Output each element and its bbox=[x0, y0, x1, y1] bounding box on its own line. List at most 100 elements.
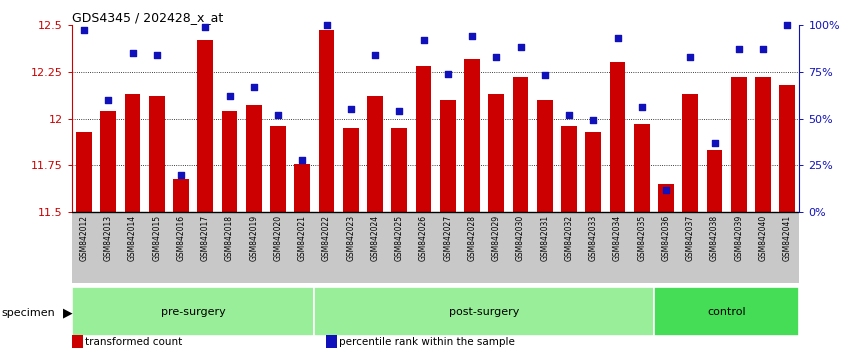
Bar bbox=[101, 111, 116, 212]
Point bbox=[417, 37, 431, 42]
Point bbox=[247, 84, 261, 90]
Point bbox=[295, 157, 309, 163]
Bar bbox=[755, 77, 771, 212]
Bar bbox=[76, 132, 92, 212]
Text: GSM842020: GSM842020 bbox=[273, 215, 283, 261]
Point bbox=[126, 50, 140, 56]
Bar bbox=[585, 132, 602, 212]
Bar bbox=[173, 179, 189, 212]
Bar bbox=[706, 150, 722, 212]
Text: pre-surgery: pre-surgery bbox=[161, 307, 226, 316]
Text: GSM842016: GSM842016 bbox=[177, 215, 185, 261]
Text: GSM842023: GSM842023 bbox=[346, 215, 355, 261]
Point bbox=[150, 52, 163, 58]
Text: GSM842030: GSM842030 bbox=[516, 215, 525, 261]
Point bbox=[222, 93, 236, 99]
Point bbox=[756, 46, 770, 52]
Text: GSM842032: GSM842032 bbox=[564, 215, 574, 261]
Point bbox=[77, 28, 91, 33]
Point bbox=[586, 118, 600, 123]
Point bbox=[368, 52, 382, 58]
Bar bbox=[683, 94, 698, 212]
Point bbox=[465, 33, 479, 39]
Text: GSM842012: GSM842012 bbox=[80, 215, 89, 261]
Bar bbox=[415, 66, 431, 212]
Text: GSM842026: GSM842026 bbox=[419, 215, 428, 261]
Point bbox=[102, 97, 115, 103]
Point bbox=[538, 73, 552, 78]
Text: GSM842034: GSM842034 bbox=[613, 215, 622, 261]
Point bbox=[272, 112, 285, 118]
Bar bbox=[654, 287, 799, 336]
Bar bbox=[246, 105, 261, 212]
Text: GSM842029: GSM842029 bbox=[492, 215, 501, 261]
Text: percentile rank within the sample: percentile rank within the sample bbox=[339, 337, 515, 347]
Bar bbox=[537, 100, 552, 212]
Point bbox=[393, 108, 406, 114]
Text: GSM842013: GSM842013 bbox=[104, 215, 113, 261]
Bar bbox=[464, 58, 480, 212]
Text: GSM842036: GSM842036 bbox=[662, 215, 671, 261]
Bar bbox=[294, 164, 310, 212]
Text: GSM842039: GSM842039 bbox=[734, 215, 744, 261]
Bar bbox=[72, 287, 315, 336]
Text: GSM842040: GSM842040 bbox=[759, 215, 767, 261]
Text: transformed count: transformed count bbox=[85, 337, 183, 347]
Text: GSM842041: GSM842041 bbox=[783, 215, 792, 261]
Bar bbox=[197, 40, 213, 212]
Text: GSM842015: GSM842015 bbox=[152, 215, 162, 261]
Bar bbox=[367, 96, 383, 212]
Point bbox=[659, 187, 673, 193]
Text: GSM842035: GSM842035 bbox=[637, 215, 646, 261]
Point bbox=[611, 35, 624, 41]
Text: GSM842037: GSM842037 bbox=[686, 215, 695, 261]
Bar bbox=[440, 100, 456, 212]
Bar bbox=[149, 96, 165, 212]
Text: GSM842031: GSM842031 bbox=[541, 215, 549, 261]
Text: GSM842018: GSM842018 bbox=[225, 215, 234, 261]
Text: GSM842033: GSM842033 bbox=[589, 215, 598, 261]
Text: GSM842022: GSM842022 bbox=[322, 215, 331, 261]
Text: GSM842021: GSM842021 bbox=[298, 215, 307, 261]
Point bbox=[708, 140, 722, 146]
Bar bbox=[610, 62, 625, 212]
Point bbox=[344, 106, 358, 112]
Point bbox=[490, 54, 503, 59]
Bar bbox=[779, 85, 795, 212]
Bar bbox=[222, 111, 238, 212]
Text: GSM842017: GSM842017 bbox=[201, 215, 210, 261]
Point bbox=[684, 54, 697, 59]
Point bbox=[174, 172, 188, 178]
Text: GSM842027: GSM842027 bbox=[443, 215, 453, 261]
Point bbox=[320, 22, 333, 28]
Point bbox=[563, 112, 576, 118]
Text: ▶: ▶ bbox=[63, 307, 72, 320]
Bar bbox=[270, 126, 286, 212]
Point bbox=[514, 45, 527, 50]
Bar bbox=[658, 184, 674, 212]
Text: GSM842025: GSM842025 bbox=[395, 215, 404, 261]
Text: GSM842014: GSM842014 bbox=[128, 215, 137, 261]
Bar bbox=[488, 94, 504, 212]
Point bbox=[199, 24, 212, 29]
Text: specimen: specimen bbox=[2, 308, 56, 318]
Point bbox=[781, 22, 794, 28]
Text: GSM842024: GSM842024 bbox=[371, 215, 380, 261]
Bar bbox=[561, 126, 577, 212]
Text: GSM842028: GSM842028 bbox=[468, 215, 476, 261]
Bar bbox=[731, 77, 747, 212]
Text: post-surgery: post-surgery bbox=[449, 307, 519, 316]
Text: GSM842019: GSM842019 bbox=[250, 215, 258, 261]
Bar bbox=[319, 30, 334, 212]
Text: GDS4345 / 202428_x_at: GDS4345 / 202428_x_at bbox=[72, 11, 223, 24]
Bar bbox=[343, 128, 359, 212]
Bar bbox=[513, 77, 529, 212]
Text: control: control bbox=[707, 307, 746, 316]
Point bbox=[635, 104, 649, 110]
Text: GSM842038: GSM842038 bbox=[710, 215, 719, 261]
Bar bbox=[392, 128, 407, 212]
Point bbox=[732, 46, 745, 52]
Point bbox=[441, 71, 454, 76]
Bar bbox=[634, 124, 650, 212]
Bar bbox=[124, 94, 140, 212]
